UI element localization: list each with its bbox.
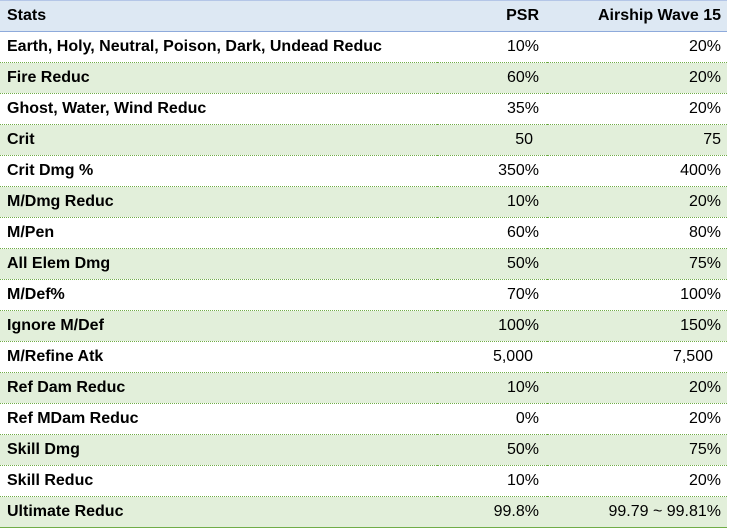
table-row: Crit 50 75 <box>0 124 727 156</box>
stat-name-cell[interactable]: Ghost, Water, Wind Reduc <box>0 93 437 125</box>
table-row: Ref Dam Reduc 10% 20% <box>0 372 727 404</box>
airship-value-cell[interactable]: 75 <box>547 124 727 156</box>
psr-value-cell[interactable]: 350% <box>437 155 547 187</box>
psr-value-cell[interactable]: 10% <box>437 186 547 218</box>
table-row: Fire Reduc 60% 20% <box>0 62 727 94</box>
stat-name-cell[interactable]: M/Def% <box>0 279 437 311</box>
airship-value-cell[interactable]: 20% <box>547 186 727 218</box>
psr-value-cell[interactable]: 5,000 <box>437 341 547 373</box>
stat-name-cell[interactable]: Skill Dmg <box>0 434 437 466</box>
psr-value-cell[interactable]: 10% <box>437 31 547 63</box>
psr-value-cell[interactable]: 10% <box>437 372 547 404</box>
stat-name-cell[interactable]: All Elem Dmg <box>0 248 437 280</box>
header-psr[interactable]: PSR <box>437 0 547 32</box>
stat-name-cell[interactable]: Crit <box>0 124 437 156</box>
airship-value-cell[interactable]: 20% <box>547 31 727 63</box>
psr-value-cell[interactable]: 50% <box>437 248 547 280</box>
airship-value-cell[interactable]: 75% <box>547 248 727 280</box>
stat-name-cell[interactable]: Ignore M/Def <box>0 310 437 342</box>
stat-name-cell[interactable]: Ref MDam Reduc <box>0 403 437 435</box>
airship-value-cell[interactable]: 7,500 <box>547 341 727 373</box>
table-row: M/Refine Atk 5,000 7,500 <box>0 341 727 373</box>
table-row: Ultimate Reduc 99.8% 99.79 ~ 99.81% <box>0 496 727 528</box>
table-row: Ref MDam Reduc 0% 20% <box>0 403 727 435</box>
psr-value-cell[interactable]: 99.8% <box>437 496 547 528</box>
stat-name-cell[interactable]: M/Dmg Reduc <box>0 186 437 218</box>
airship-value-cell[interactable]: 150% <box>547 310 727 342</box>
table-row: Ghost, Water, Wind Reduc 35% 20% <box>0 93 727 125</box>
airship-value-cell[interactable]: 20% <box>547 403 727 435</box>
psr-value-cell[interactable]: 50% <box>437 434 547 466</box>
stat-name-cell[interactable]: Crit Dmg % <box>0 155 437 187</box>
psr-value-cell[interactable]: 50 <box>437 124 547 156</box>
header-airship-wave-15[interactable]: Airship Wave 15 <box>547 0 727 32</box>
airship-value-cell[interactable]: 20% <box>547 465 727 497</box>
table-row: M/Pen 60% 80% <box>0 217 727 249</box>
table-row: Skill Reduc 10% 20% <box>0 465 727 497</box>
psr-value-cell[interactable]: 10% <box>437 465 547 497</box>
psr-value-cell[interactable]: 35% <box>437 93 547 125</box>
table-row: M/Dmg Reduc 10% 20% <box>0 186 727 218</box>
stat-name-cell[interactable]: Ultimate Reduc <box>0 496 437 528</box>
psr-value-cell[interactable]: 70% <box>437 279 547 311</box>
airship-value-cell[interactable]: 20% <box>547 62 727 94</box>
table-row: Earth, Holy, Neutral, Poison, Dark, Unde… <box>0 31 727 63</box>
stat-name-cell[interactable]: M/Refine Atk <box>0 341 437 373</box>
psr-value-cell[interactable]: 60% <box>437 62 547 94</box>
table-row: Ignore M/Def 100% 150% <box>0 310 727 342</box>
table-row: Crit Dmg % 350% 400% <box>0 155 727 187</box>
airship-value-cell[interactable]: 75% <box>547 434 727 466</box>
table-row: All Elem Dmg 50% 75% <box>0 248 727 280</box>
stat-name-cell[interactable]: M/Pen <box>0 217 437 249</box>
table-header-row: Stats PSR Airship Wave 15 <box>0 0 727 32</box>
psr-value-cell[interactable]: 100% <box>437 310 547 342</box>
stat-name-cell[interactable]: Ref Dam Reduc <box>0 372 437 404</box>
header-stats[interactable]: Stats <box>0 0 437 32</box>
airship-value-cell[interactable]: 80% <box>547 217 727 249</box>
stat-name-cell[interactable]: Earth, Holy, Neutral, Poison, Dark, Unde… <box>0 31 437 63</box>
airship-value-cell[interactable]: 20% <box>547 372 727 404</box>
table-row: M/Def% 70% 100% <box>0 279 727 311</box>
airship-value-cell[interactable]: 400% <box>547 155 727 187</box>
psr-value-cell[interactable]: 0% <box>437 403 547 435</box>
stat-name-cell[interactable]: Fire Reduc <box>0 62 437 94</box>
table-row: Skill Dmg 50% 75% <box>0 434 727 466</box>
airship-value-cell[interactable]: 99.79 ~ 99.81% <box>547 496 727 528</box>
stat-name-cell[interactable]: Skill Reduc <box>0 465 437 497</box>
airship-value-cell[interactable]: 100% <box>547 279 727 311</box>
airship-value-cell[interactable]: 20% <box>547 93 727 125</box>
psr-value-cell[interactable]: 60% <box>437 217 547 249</box>
